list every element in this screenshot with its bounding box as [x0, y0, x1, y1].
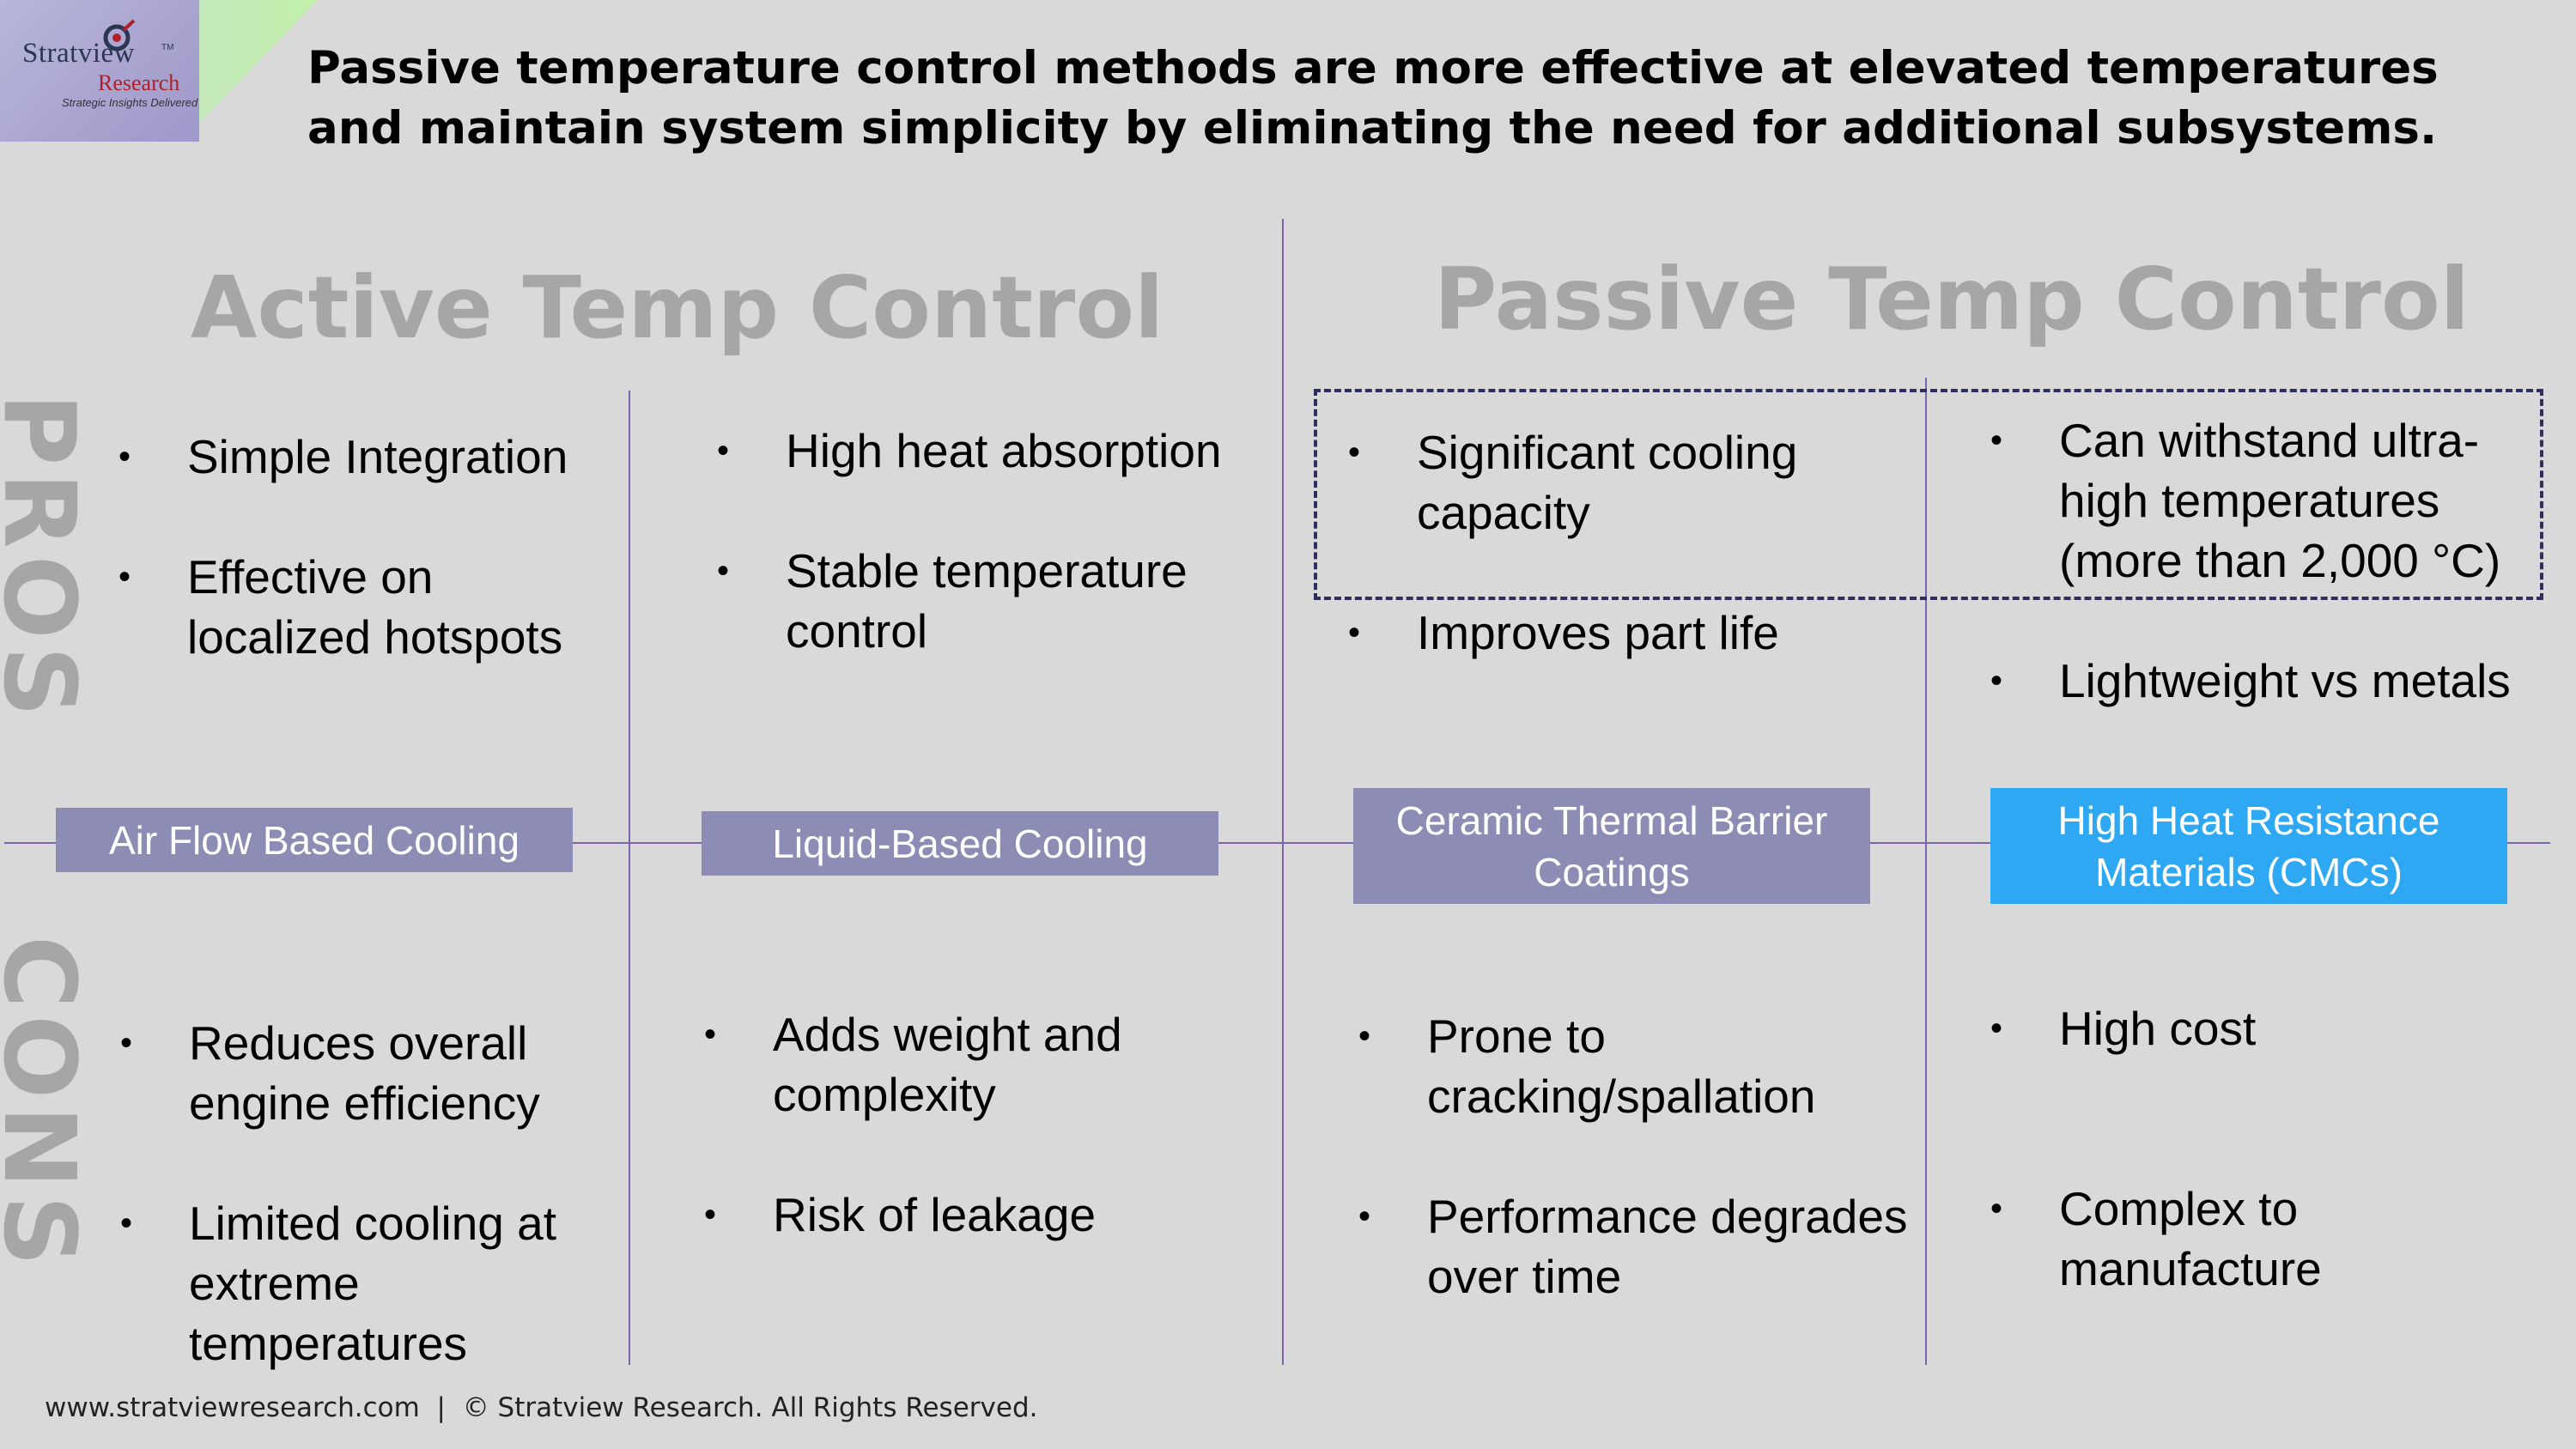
category-air-flow: Air Flow Based Cooling [56, 808, 573, 872]
vertical-divider-3 [1925, 378, 1927, 1365]
vertical-divider-center [1282, 219, 1284, 1365]
logo-tagline: Strategic Insights Delivered [62, 96, 198, 109]
list-item: Stable temperature control [717, 541, 1267, 661]
logo-background [0, 0, 199, 142]
list-item: Limited cooling at extreme temperatures [120, 1193, 627, 1373]
list-item: High heat absorption [717, 421, 1267, 481]
category-cmc-materials: High Heat Resistance Materials (CMCs) [1990, 788, 2507, 904]
category-ceramic-coatings: Ceramic Thermal Barrier Coatings [1353, 788, 1870, 904]
list-item: Risk of leakage [704, 1185, 1254, 1245]
horizontal-divider [4, 842, 2550, 844]
list-item: Adds weight and complexity [704, 1004, 1254, 1125]
cons-list-liquid: Adds weight and complexity Risk of leaka… [704, 1004, 1254, 1245]
logo-magnifier-icon [103, 19, 136, 52]
vertical-divider-1 [629, 391, 630, 1365]
pros-list-air-flow: Simple Integration Effective on localize… [118, 427, 625, 667]
list-item: Performance degrades over time [1358, 1186, 1925, 1307]
list-item: Effective on localized hotspots [118, 547, 625, 667]
list-item: Simple Integration [118, 427, 625, 487]
pros-list-cmc: Can withstand ultra-high temperatures (m… [1990, 410, 2557, 711]
list-item: Improves part life [1348, 603, 1915, 663]
list-item: High cost [1990, 998, 2557, 1058]
cons-list-cmc: High cost Complex to manufacture [1990, 998, 2557, 1299]
side-label-pros: PROS [0, 393, 96, 724]
list-item: Prone to cracking/spallation [1358, 1006, 1925, 1126]
section-title-passive: Passive Temp Control [1434, 249, 2470, 349]
pros-list-liquid: High heat absorption Stable temperature … [717, 421, 1267, 661]
cons-list-ceramic: Prone to cracking/spallation Performance… [1358, 1006, 1925, 1307]
side-label-cons: CONS [0, 936, 96, 1274]
cons-list-air-flow: Reduces overall engine efficiency Limite… [120, 1013, 627, 1373]
page-headline: Passive temperature control methods are … [307, 42, 2439, 155]
pros-list-ceramic: Significant cooling capacity Improves pa… [1348, 422, 1915, 663]
list-item: Complex to manufacture [1990, 1179, 2557, 1299]
logo-name: Stratview [22, 38, 135, 69]
list-item: Can withstand ultra-high temperatures (m… [1990, 410, 2557, 591]
list-item: Lightweight vs metals [1990, 651, 2557, 711]
section-title-active: Active Temp Control [191, 258, 1164, 358]
logo-trademark: TM [161, 43, 174, 52]
footer-copyright: www.stratviewresearch.com | © Stratview … [45, 1392, 1038, 1423]
logo-subname: Research [98, 70, 180, 95]
list-item: Significant cooling capacity [1348, 422, 1915, 543]
category-liquid-based: Liquid-Based Cooling [702, 811, 1218, 876]
list-item: Reduces overall engine efficiency [120, 1013, 627, 1133]
